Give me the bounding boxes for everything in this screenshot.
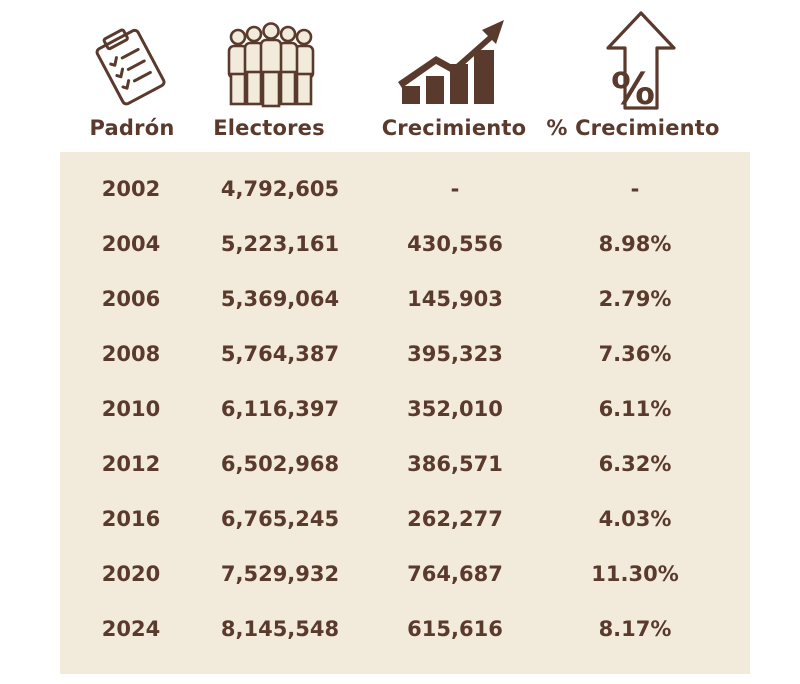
header-electores: Electores	[213, 116, 325, 140]
header-crecimiento: Crecimiento	[381, 116, 527, 140]
table-row: 2024 8,145,548 615,616 8.17%	[60, 609, 750, 649]
cell-electores: 6,502,968	[220, 452, 340, 476]
cell-crecimiento: 386,571	[407, 452, 503, 476]
table-row: 2006 5,369,064 145,903 2.79%	[60, 279, 750, 319]
cell-pct-crecimiento: -	[630, 177, 640, 201]
cell-crecimiento: 615,616	[407, 617, 503, 641]
cell-electores: 7,529,932	[220, 562, 340, 586]
table-row: 2020 7,529,932 764,687 11.30%	[60, 554, 750, 594]
cell-electores: 6,116,397	[220, 397, 340, 421]
cell-padron: 2020	[101, 562, 161, 586]
cell-electores: 6,765,245	[220, 507, 340, 531]
cell-padron: 2012	[101, 452, 161, 476]
table-row: 2016 6,765,245 262,277 4.03%	[60, 499, 750, 539]
table-row: 2008 5,764,387 395,323 7.36%	[60, 334, 750, 374]
cell-electores: 5,223,161	[220, 232, 340, 256]
svg-text:%: %	[611, 64, 655, 114]
cell-electores: 8,145,548	[220, 617, 340, 641]
cell-pct-crecimiento: 6.11%	[598, 397, 672, 421]
percent-up-arrow-icon: %	[600, 10, 682, 114]
cell-electores: 5,369,064	[220, 287, 340, 311]
cell-pct-crecimiento: 4.03%	[598, 507, 672, 531]
cell-crecimiento: 352,010	[407, 397, 503, 421]
cell-pct-crecimiento: 2.79%	[598, 287, 672, 311]
cell-padron: 2004	[101, 232, 161, 256]
cell-pct-crecimiento: 8.98%	[598, 232, 672, 256]
cell-padron: 2016	[101, 507, 161, 531]
cell-pct-crecimiento: 7.36%	[598, 342, 672, 366]
table-panel: 2002 4,792,605 - - 2004 5,223,161 430,55…	[60, 152, 750, 674]
cell-crecimiento: 395,323	[407, 342, 503, 366]
cell-electores: 5,764,387	[220, 342, 340, 366]
cell-electores: 4,792,605	[220, 177, 340, 201]
cell-pct-crecimiento: 6.32%	[598, 452, 672, 476]
cell-padron: 2010	[101, 397, 161, 421]
growth-bar-chart-arrow-icon	[396, 16, 508, 108]
cell-padron: 2006	[101, 287, 161, 311]
cell-crecimiento: 145,903	[407, 287, 503, 311]
cell-padron: 2002	[101, 177, 161, 201]
cell-crecimiento: 764,687	[407, 562, 503, 586]
cell-crecimiento: 430,556	[407, 232, 503, 256]
cell-pct-crecimiento: 11.30%	[591, 562, 679, 586]
cell-padron: 2008	[101, 342, 161, 366]
header-padron: Padrón	[89, 116, 175, 140]
table-row: 2004 5,223,161 430,556 8.98%	[60, 224, 750, 264]
cell-padron: 2024	[101, 617, 161, 641]
table-row: 2010 6,116,397 352,010 6.11%	[60, 389, 750, 429]
clipboard-checklist-icon	[86, 22, 176, 110]
crowd-of-people-icon	[218, 22, 324, 110]
cell-pct-crecimiento: 8.17%	[598, 617, 672, 641]
table-row: 2012 6,502,968 386,571 6.32%	[60, 444, 750, 484]
header-pct-crecimiento: % Crecimiento	[546, 116, 720, 140]
cell-crecimiento: 262,277	[407, 507, 503, 531]
table-row: 2002 4,792,605 - -	[60, 169, 750, 209]
cell-crecimiento: -	[450, 177, 460, 201]
